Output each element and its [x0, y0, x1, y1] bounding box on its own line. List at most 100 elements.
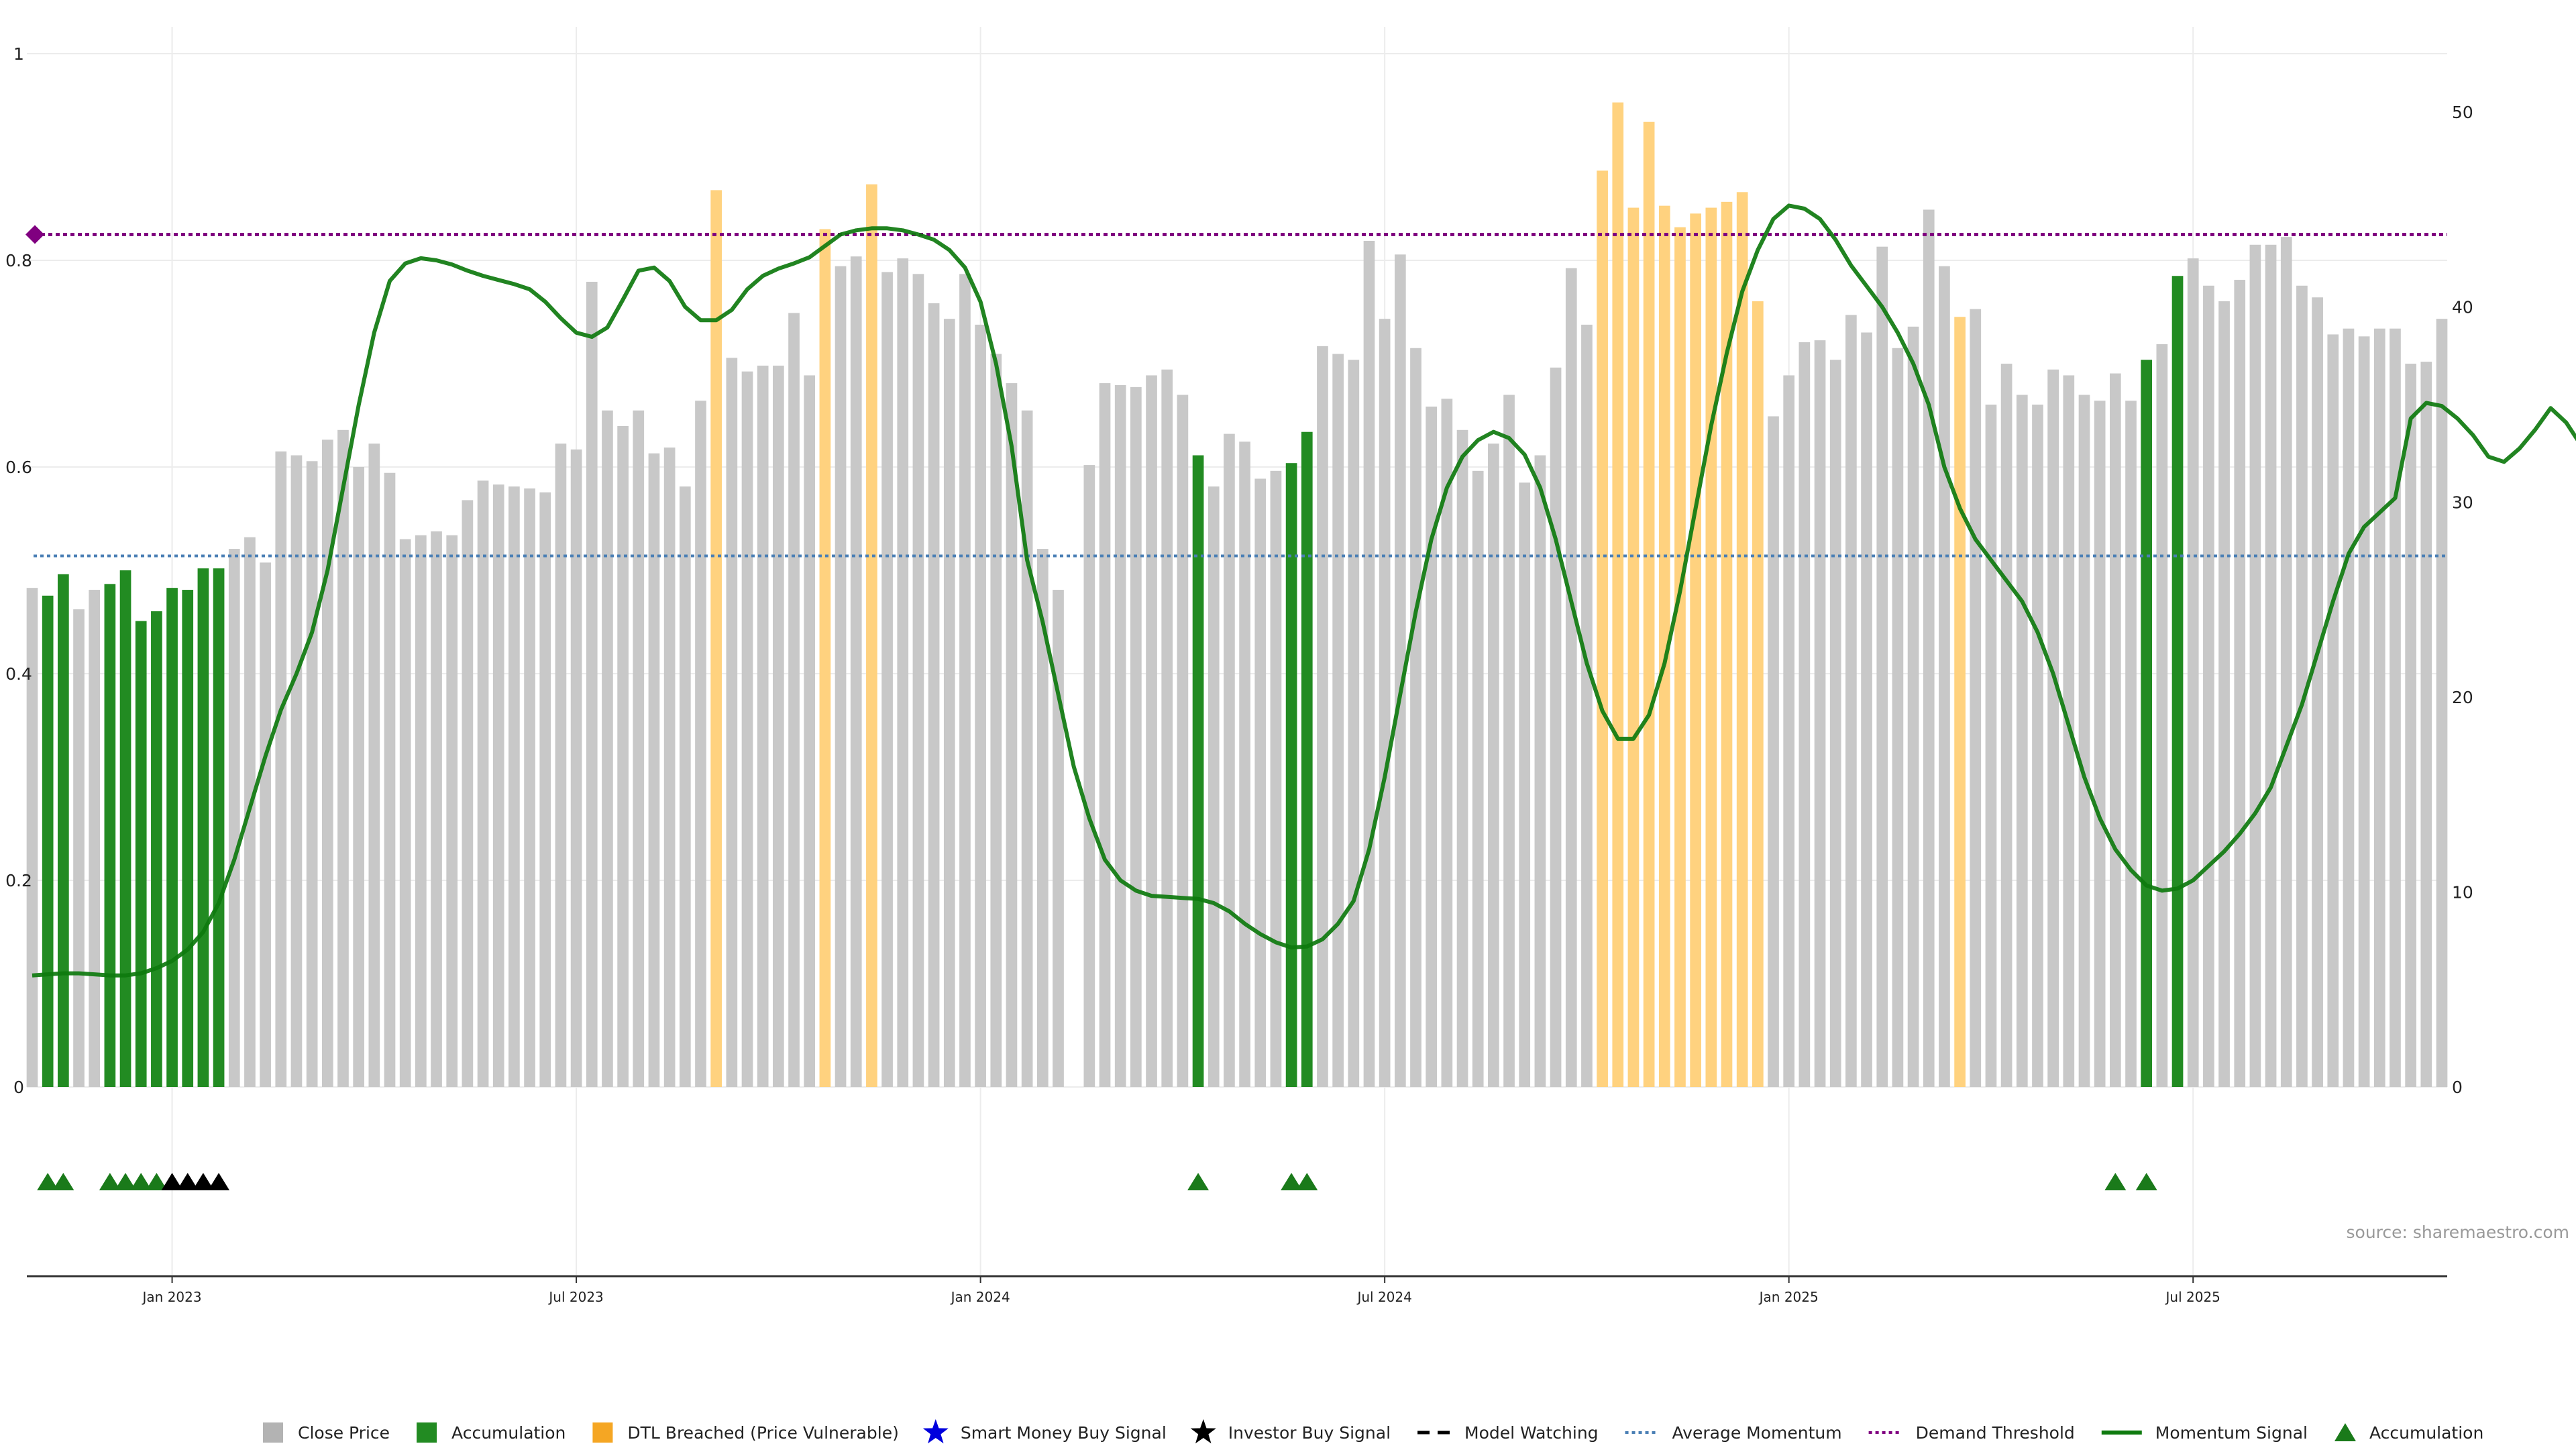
bar-106: [1674, 227, 1686, 1087]
bar-126: [1985, 405, 1997, 1087]
right-tick-label-4: 40: [2452, 298, 2473, 317]
signal-marker-0: [37, 1173, 59, 1190]
signal-marker-3: [115, 1173, 137, 1190]
bars-layer: [26, 102, 2448, 1088]
bar-64: [1021, 410, 1033, 1087]
bar-24: [399, 539, 411, 1087]
bar-104: [1643, 121, 1655, 1087]
bar-81: [1285, 463, 1297, 1087]
bar-66: [1053, 590, 1064, 1087]
bar-144: [2265, 244, 2277, 1087]
bar-26: [431, 531, 442, 1087]
bar-133: [2094, 401, 2106, 1087]
legend-item-6: Average Momentum: [1625, 1423, 1842, 1443]
bar-21: [353, 467, 365, 1087]
legend-label-1: Accumulation: [451, 1423, 566, 1443]
bar-152: [2390, 328, 2401, 1087]
source-note: source: sharemaestro.com: [2347, 1223, 2570, 1242]
bar-111: [1752, 301, 1764, 1088]
bar-73: [1161, 369, 1173, 1087]
bar-147: [2312, 297, 2323, 1088]
bar-41: [663, 447, 676, 1087]
bar-6: [119, 570, 131, 1087]
bar-102: [1612, 102, 1624, 1088]
bar-143: [2249, 244, 2261, 1087]
bar-47: [757, 365, 769, 1087]
bar-113: [1783, 375, 1795, 1087]
bar-51: [819, 229, 831, 1088]
bar-17: [290, 455, 303, 1087]
bar-58: [928, 303, 940, 1087]
chart-legend: Close Price Accumulation DTL Breached (Pri…: [263, 1419, 2483, 1444]
bar-71: [1130, 386, 1142, 1087]
legend-item-0: Close Price: [263, 1422, 390, 1443]
bar-87: [1379, 319, 1391, 1087]
signal-marker-12: [1296, 1173, 1318, 1190]
left-tick-label-1: 0.2: [5, 871, 32, 890]
bar-57: [912, 274, 924, 1088]
signal-marker-14: [2135, 1173, 2157, 1190]
bar-137: [2156, 344, 2168, 1088]
bar-94: [1488, 444, 1499, 1087]
bar-146: [2296, 285, 2308, 1088]
bar-29: [477, 480, 489, 1087]
legend-symbol-1: [417, 1422, 437, 1443]
bar-142: [2234, 280, 2246, 1087]
legend-symbol-2: [592, 1422, 613, 1443]
bar-119: [1876, 246, 1888, 1087]
signal-marker-13: [2104, 1173, 2127, 1190]
bar-34: [555, 444, 567, 1087]
bar-96: [1519, 482, 1531, 1087]
bar-125: [1970, 309, 1982, 1088]
bar-32: [524, 488, 535, 1087]
bar-93: [1472, 470, 1484, 1087]
bar-123: [1939, 266, 1950, 1087]
bar-118: [1861, 332, 1872, 1088]
bar-2: [58, 574, 69, 1087]
bar-4: [89, 590, 101, 1087]
bar-74: [1177, 395, 1189, 1088]
legend-label-6: Average Momentum: [1672, 1423, 1842, 1443]
bar-62: [990, 354, 1002, 1087]
bar-25: [415, 535, 427, 1087]
legend-item-1: Accumulation: [417, 1422, 566, 1443]
bar-39: [633, 410, 645, 1087]
signal-marker-6: [161, 1173, 183, 1190]
legend-label-5: Model Watching: [1464, 1423, 1599, 1443]
bar-43: [695, 401, 706, 1087]
bar-103: [1627, 207, 1640, 1088]
bar-149: [2343, 328, 2355, 1087]
momentum-signal-line: [32, 203, 2576, 978]
legend-label-0: Close Price: [298, 1423, 390, 1443]
bar-78: [1239, 442, 1250, 1087]
bar-109: [1721, 201, 1733, 1087]
bar-63: [1006, 383, 1018, 1087]
bar-98: [1550, 367, 1562, 1088]
bar-91: [1441, 399, 1453, 1087]
bar-150: [2358, 336, 2370, 1087]
bar-65: [1036, 549, 1049, 1087]
bar-148: [2327, 334, 2339, 1088]
bar-127: [2000, 364, 2012, 1087]
bar-89: [1410, 348, 1421, 1088]
legend-symbol-0: [263, 1422, 283, 1443]
left-tick-label-5: 1: [13, 44, 24, 64]
bar-15: [260, 562, 271, 1087]
signal-marker-8: [192, 1173, 214, 1190]
bar-11: [197, 568, 209, 1087]
right-tick-label-1: 10: [2452, 882, 2473, 902]
bar-115: [1814, 340, 1826, 1087]
bar-107: [1690, 213, 1701, 1087]
legend-item-5: Model Watching: [1417, 1423, 1599, 1443]
legend-label-8: Momentum Signal: [2155, 1423, 2308, 1443]
x-tick-label-5: Jul 2025: [2165, 1289, 2220, 1305]
signal-marker-2: [99, 1173, 121, 1190]
bar-130: [2047, 369, 2059, 1087]
bar-38: [617, 425, 629, 1087]
demand-threshold-marker: [25, 225, 44, 244]
bar-22: [368, 444, 380, 1087]
bar-0: [26, 588, 38, 1087]
bar-120: [1892, 348, 1904, 1088]
bar-84: [1332, 354, 1344, 1087]
